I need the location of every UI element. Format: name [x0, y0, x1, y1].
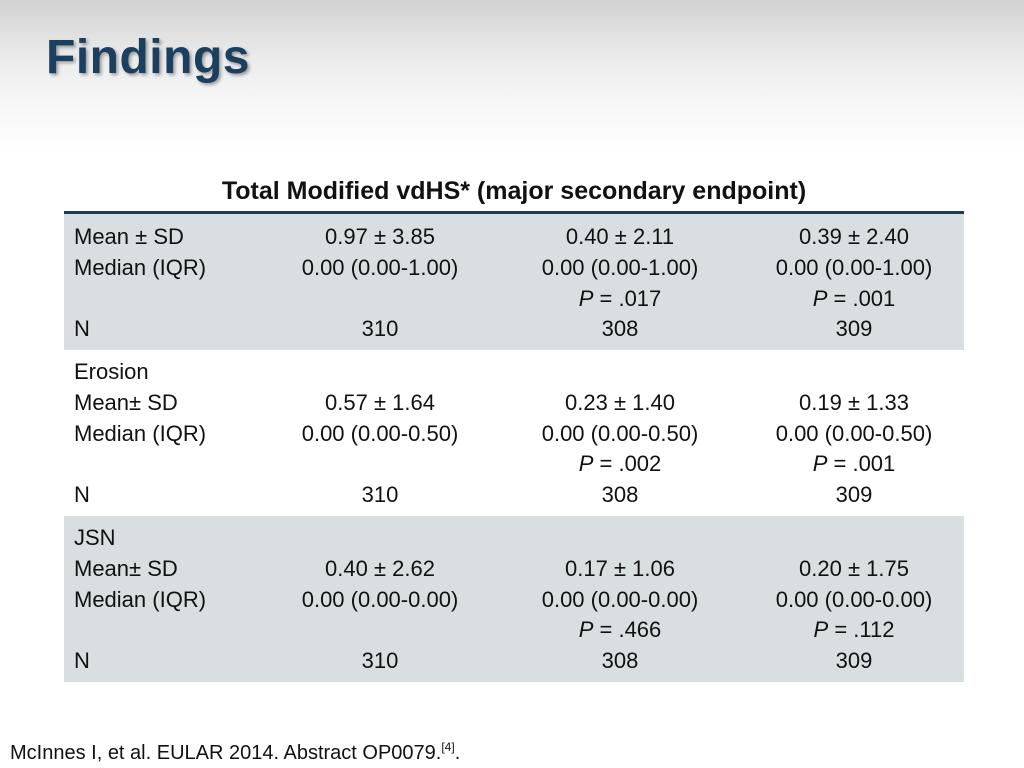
p-value-text: = .112 [828, 617, 895, 642]
cell-value: 0.97 ± 3.85 [325, 224, 435, 249]
cell-value: 0.00 (0.00-0.00) [775, 587, 933, 612]
cell-value: 308 [601, 648, 639, 673]
p-value: P = .466 [500, 615, 740, 645]
table-row: P = .017 P = .001 [64, 284, 964, 314]
table-row: Median (IQR) 0.00 (0.00-0.50) 0.00 (0.00… [64, 419, 964, 449]
row-label: Median (IQR) [74, 255, 207, 280]
table-row: Median (IQR) 0.00 (0.00-0.00) 0.00 (0.00… [64, 585, 964, 615]
cell-value: 0.00 (0.00-0.00) [541, 587, 699, 612]
cell-value: 309 [835, 316, 873, 341]
table-row: N 310 308 309 [64, 480, 964, 510]
cell-value: 0.00 (0.00-1.00) [541, 255, 699, 280]
row-label: N [74, 316, 90, 341]
citation: McInnes I, et al. EULAR 2014. Abstract O… [10, 740, 460, 765]
p-value-text: = .001 [827, 451, 896, 476]
cell-value: 0.40 ± 2.11 [565, 224, 675, 249]
table-row: N 310 308 309 [64, 314, 964, 344]
p-value-text: = .466 [593, 617, 662, 642]
section-heading-label: JSN [74, 525, 116, 550]
section-erosion: Erosion Mean± SD 0.57 ± 1.64 0.23 ± 1.40… [64, 350, 964, 516]
section-heading: Erosion [64, 357, 964, 387]
row-label: N [74, 482, 90, 507]
cell-value: 0.17 ± 1.06 [565, 556, 675, 581]
cell-value: 0.23 ± 1.40 [565, 390, 675, 415]
section-heading: JSN [64, 523, 964, 553]
p-value: P = .001 [734, 284, 974, 314]
cell-value: 308 [601, 316, 639, 341]
p-symbol: P [578, 617, 594, 642]
cell-value: 0.00 (0.00-1.00) [301, 255, 459, 280]
slide-title: Findings [46, 31, 250, 84]
cell-value: 310 [361, 648, 399, 673]
table-row: P = .002 P = .001 [64, 449, 964, 479]
cell-value: 309 [835, 648, 873, 673]
section-heading-label: Erosion [74, 359, 149, 384]
p-symbol: P [812, 286, 828, 311]
cell-value: 0.39 ± 2.40 [799, 224, 909, 249]
cell-value: 0.00 (0.00-0.50) [301, 421, 459, 446]
p-value-text: = .017 [593, 286, 662, 311]
section-total-score: Mean ± SD 0.97 ± 3.85 0.40 ± 2.11 0.39 ±… [64, 214, 964, 350]
table-header-rule [64, 211, 964, 214]
row-label: Median (IQR) [74, 421, 207, 446]
cell-value: 0.57 ± 1.64 [325, 390, 435, 415]
p-value: P = .017 [500, 284, 740, 314]
cell-value: 308 [601, 482, 639, 507]
row-label: Median (IQR) [74, 587, 207, 612]
cell-value: 0.00 (0.00-1.00) [775, 255, 933, 280]
table-row: Mean± SD 0.40 ± 2.62 0.17 ± 1.06 0.20 ± … [64, 554, 964, 584]
p-value-text: = .001 [827, 286, 896, 311]
cell-value: 0.19 ± 1.33 [799, 390, 909, 415]
cell-value: 310 [361, 316, 399, 341]
p-symbol: P [578, 451, 594, 476]
table-row: Mean ± SD 0.97 ± 3.85 0.40 ± 2.11 0.39 ±… [64, 222, 964, 252]
cell-value: 0.00 (0.00-0.50) [541, 421, 699, 446]
p-value: P = .002 [500, 449, 740, 479]
table-title: Total Modified vdHS* (major secondary en… [221, 177, 807, 205]
row-label: N [74, 648, 90, 673]
p-value: P = .001 [734, 449, 974, 479]
table-row: Mean± SD 0.57 ± 1.64 0.23 ± 1.40 0.19 ± … [64, 388, 964, 418]
cell-value: 0.00 (0.00-0.00) [301, 587, 459, 612]
row-label: Mean± SD [74, 390, 178, 415]
cell-value: 0.20 ± 1.75 [799, 556, 909, 581]
table-row: Median (IQR) 0.00 (0.00-1.00) 0.00 (0.00… [64, 253, 964, 283]
citation-text: McInnes I, et al. EULAR 2014. Abstract O… [10, 742, 442, 764]
cell-value: 309 [835, 482, 873, 507]
row-label: Mean ± SD [74, 224, 184, 249]
p-symbol: P [812, 451, 828, 476]
p-symbol: P [813, 617, 829, 642]
table-row: N 310 308 309 [64, 646, 964, 676]
p-value-text: = .002 [593, 451, 662, 476]
cell-value: 0.40 ± 2.62 [325, 556, 435, 581]
reference-marker: [4] [441, 740, 455, 754]
p-symbol: P [578, 286, 594, 311]
p-value: P = .112 [734, 615, 974, 645]
section-jsn: JSN Mean± SD 0.40 ± 2.62 0.17 ± 1.06 0.2… [64, 516, 964, 682]
cell-value: 310 [361, 482, 399, 507]
cell-value: 0.00 (0.00-0.50) [775, 421, 933, 446]
table-row: P = .466 P = .112 [64, 615, 964, 645]
citation-end: . [454, 742, 461, 764]
row-label: Mean± SD [74, 556, 178, 581]
